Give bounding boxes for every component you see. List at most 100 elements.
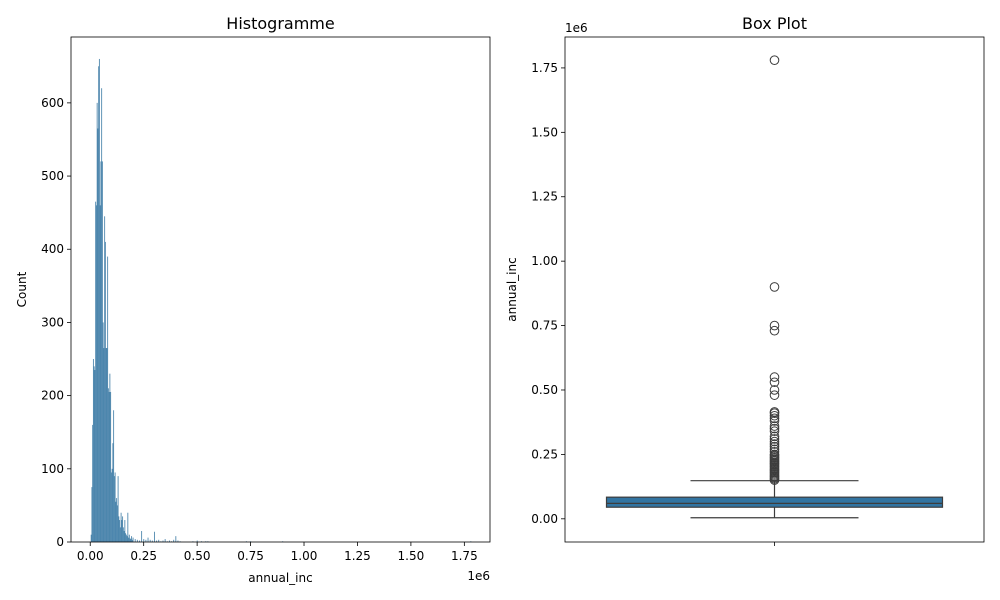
histogram-bar (104, 241, 106, 542)
outlier-point (769, 441, 780, 452)
outlier-point (769, 449, 780, 460)
histogram-bar (134, 539, 136, 542)
histogram-bar (153, 531, 155, 542)
boxplot-y-tick-label: 0.50 (531, 383, 558, 397)
histogram-bar (151, 540, 153, 542)
histogram-bar (158, 539, 160, 542)
histogram-bar (102, 322, 104, 542)
histogram-x-tick-label: 0.25 (130, 549, 157, 563)
boxplot-y-tick-label: 1.75 (531, 61, 558, 75)
histogram-x-offset: 1e6 (467, 569, 490, 583)
histogram-bar (91, 487, 93, 542)
outlier-point (769, 407, 780, 417)
histogram-bar (116, 505, 118, 542)
histogram-bar (120, 512, 122, 542)
histogram-bar (99, 205, 101, 543)
histogram-bar (104, 216, 106, 543)
histogram-bar (196, 540, 198, 542)
histogram-y-tick-label: 500 (41, 169, 64, 183)
histogram-bar (95, 201, 97, 542)
outlier-point (769, 282, 780, 292)
histogram-bar (113, 410, 115, 542)
boxplot-y-tick-label: 0.25 (531, 447, 558, 461)
histogram-bar (111, 468, 113, 542)
histogram-bar (136, 539, 138, 542)
histogram-bar (98, 58, 100, 543)
histogram-bar (177, 540, 179, 542)
histogram-bar (127, 512, 129, 542)
histogram-xlabel: annual_inc (248, 571, 312, 585)
outlier-point (769, 436, 780, 447)
outlier-point (769, 431, 780, 442)
boxplot-y-tick-label: 0.00 (531, 512, 558, 526)
histogram-bar (115, 501, 117, 542)
histogram-bar (128, 537, 130, 542)
histogram-bar (100, 161, 102, 542)
outlier-point (769, 423, 780, 434)
histogram-bar (101, 88, 103, 543)
histogram-bar (130, 539, 132, 542)
outlier-point (769, 385, 780, 395)
boxplot-body (605, 55, 944, 519)
boxplot-title: Box Plot (742, 14, 807, 33)
histogram-bar (168, 540, 170, 542)
histogram-y-tick-label: 300 (41, 315, 64, 329)
interquartile-box (605, 496, 944, 508)
histogram-bar (145, 539, 147, 542)
histogram-bar (94, 370, 96, 542)
outlier-point (769, 426, 780, 437)
histogram-bar (123, 531, 125, 542)
histogram-bar (105, 348, 107, 542)
histogram-bar (112, 443, 114, 542)
histogram-bar (122, 516, 124, 542)
histogram-bar (92, 359, 94, 542)
boxplot-y-tick-label: 0.75 (531, 319, 558, 333)
histogram-bar (131, 536, 133, 542)
histogram-x-tick-label: 1.25 (344, 549, 371, 563)
histogram-axes-frame (70, 36, 491, 543)
histogram-bar (107, 256, 109, 542)
outlier-point (769, 413, 780, 424)
histogram-bars (90, 58, 472, 543)
histogram-x-tick-label: 1.00 (291, 549, 318, 563)
histogram-bar (122, 527, 124, 542)
histogram-bar (125, 533, 127, 542)
outlier-point (769, 447, 780, 457)
histogram-bar (119, 520, 121, 542)
histogram-y-tick-label: 100 (41, 462, 64, 476)
histogram-bar (96, 102, 98, 542)
outlier-point (769, 444, 780, 455)
histogram-bar (97, 128, 99, 542)
boxplot-y-offset: 1e6 (565, 21, 588, 35)
outlier-point (769, 325, 780, 336)
outlier-point (769, 372, 780, 382)
outlier-point (769, 410, 780, 421)
histogram-x-tick-label: 1.50 (398, 549, 425, 563)
outlier-point (769, 377, 780, 388)
histogram-bar (141, 531, 143, 542)
histogram-x-tick-label: 1.75 (451, 549, 478, 563)
boxplot-panel: Box Plot 0.00 0.25 0.50 0.75 1.00 1.25 1.50 1.7… (505, 14, 985, 546)
histogram-bar (149, 539, 151, 542)
histogram-bar (175, 536, 177, 542)
histogram-bar (110, 391, 112, 542)
histogram-bar (108, 391, 110, 542)
histogram-ticks: 0.00 0.25 0.50 0.75 1.00 1.25 1.50 1.75 0 100 200 3… (41, 96, 478, 563)
histogram-bar (124, 520, 126, 542)
histogram-x-tick-label: 0.00 (77, 549, 104, 563)
histogram-bar (110, 472, 112, 542)
histogram-bar (125, 534, 127, 542)
histogram-bar (147, 537, 149, 542)
histogram-y-tick-label: 200 (41, 389, 64, 403)
histogram-bar (98, 66, 100, 542)
histogram-bar (117, 476, 119, 542)
histogram-bar (162, 540, 164, 542)
histogram-y-tick-label: 0 (56, 535, 64, 549)
boxplot-axes-frame (564, 36, 985, 543)
histogram-bar (113, 476, 115, 542)
histogram-panel: Histogramme 0.00 0.25 0.50 0.75 1.00 1.25 1.50… (15, 14, 491, 585)
boxplot-y-tick-label: 1.50 (531, 125, 558, 139)
histogram-bar (103, 348, 105, 542)
outlier-point (769, 439, 780, 449)
